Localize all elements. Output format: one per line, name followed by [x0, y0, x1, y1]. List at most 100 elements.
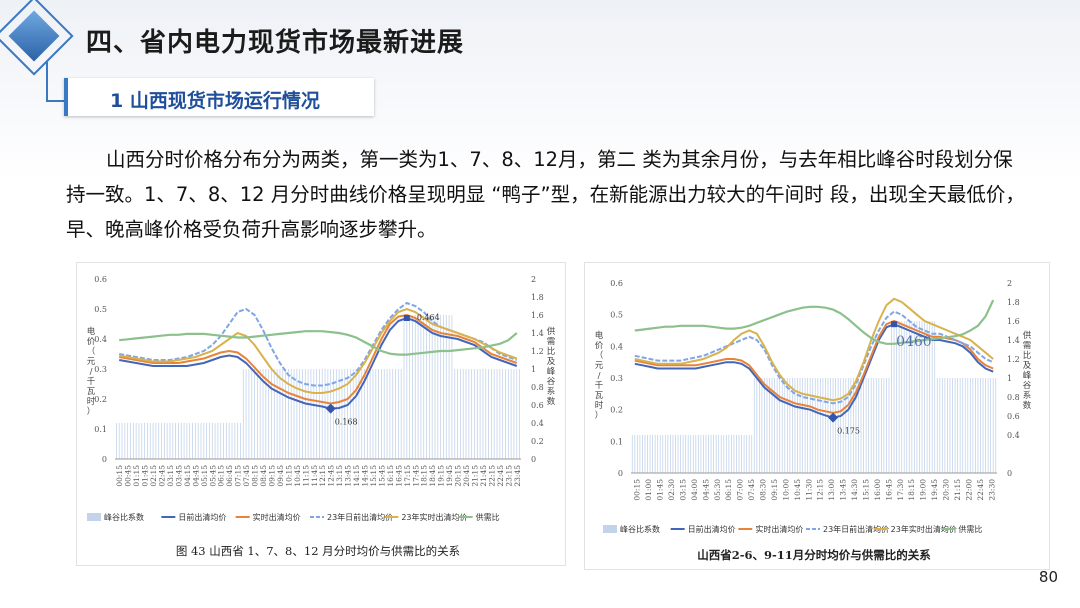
y-left-axis-title-char: 电	[87, 326, 96, 337]
x-tick-label: 04:45	[701, 479, 710, 501]
x-tick-label: 22:00	[964, 479, 973, 501]
y-right-tick-label: 0.6	[1007, 412, 1020, 421]
y-left-tick-label: 0.6	[610, 279, 623, 288]
x-tick-label: 14:45	[361, 465, 370, 487]
page-number: 80	[1038, 568, 1058, 586]
max-point-marker	[403, 315, 410, 321]
series-line	[119, 313, 518, 405]
x-tick-label: 17:15	[403, 465, 412, 487]
x-tick-label: 22:45	[976, 479, 985, 501]
y-left-axis-title-char: （	[87, 346, 96, 357]
x-tick-label: 00:45	[124, 465, 133, 487]
x-tick-label: 10:15	[284, 465, 293, 487]
y-left-axis-title-char: 时	[595, 400, 604, 411]
x-tick-label: 18:45	[428, 465, 437, 487]
y-right-axis-title-char: 数	[1023, 400, 1032, 411]
x-tick-label: 19:15	[437, 465, 446, 487]
y-left-tick-label: 0.1	[94, 425, 107, 434]
x-tick-label: 12:15	[816, 479, 825, 501]
y-right-tick-label: 1	[1007, 374, 1012, 383]
min-point-marker	[828, 412, 839, 423]
x-tick-label: 01:00	[644, 479, 653, 501]
y-right-axis-title-char: 系	[547, 386, 556, 397]
x-tick-label: 02:30	[667, 479, 676, 501]
y-left-axis-title-char: （	[595, 350, 604, 361]
x-tick-label: 15:15	[861, 479, 870, 501]
x-tick-label: 00:15	[115, 465, 124, 487]
y-left-axis-title-char: /	[598, 371, 601, 381]
x-tick-label: 04:00	[690, 479, 699, 501]
subtitle-box	[64, 78, 374, 116]
x-tick-label: 05:30	[713, 479, 722, 501]
legend-label: 供需比	[958, 524, 982, 534]
series-line	[634, 299, 995, 345]
max-value-annotation: 0460	[896, 334, 932, 350]
x-tick-label: 22:15	[487, 465, 496, 487]
x-tick-label: 00:15	[633, 479, 642, 501]
chart-right: 0 0.1 0.2 0.3 0.4 0.5 0.6 0 0.4 0.6 0.8 1 1.2 1.4 1.6 1…	[595, 279, 1032, 562]
y-right-axis-title-char: 峰	[547, 366, 556, 377]
y-right-axis-title-char: 需	[547, 337, 556, 347]
series-line	[634, 297, 994, 402]
x-tick-label: 19:00	[919, 479, 928, 501]
chart-left: 0 0.1 0.2 0.3 0.4 0.5 0.6 0 0.2 0.4 0.6 0.8 1 1.2 1.4 1…	[87, 275, 556, 558]
figure-left: 0 0.1 0.2 0.3 0.4 0.5 0.6 0 0.2 0.4 0.6 0.8 1 1.2 1.4 1…	[76, 262, 566, 566]
y-left-tick-label: 0.3	[94, 365, 107, 374]
legend-label: 实时出清均价	[253, 512, 301, 522]
x-tick-label: 08:30	[759, 479, 768, 501]
decor-line-horizontal	[46, 100, 70, 102]
y-right-axis-title-char: 需	[1023, 341, 1032, 351]
y-left-axis-title-char: ）	[595, 410, 604, 421]
x-tick-label: 07:00	[736, 479, 745, 501]
y-left-axis-title-char: 电	[595, 330, 604, 341]
legend-label: 日前出清均价	[688, 524, 736, 534]
x-tick-label: 01:45	[656, 479, 665, 501]
y-right-axis-title-char: 谷	[1023, 381, 1032, 391]
y-left-axis-title-char: 千	[595, 380, 604, 391]
y-left-axis-title-char: 瓦	[595, 391, 604, 401]
y-right-tick-label: 1.4	[1007, 336, 1020, 345]
y-right-axis-title-char: 比	[547, 346, 556, 357]
y-right-axis-title-char: 及	[547, 357, 556, 367]
y-right-tick-label: 0.4	[531, 419, 544, 428]
legend-swatch	[87, 513, 101, 521]
y-right-tick-label: 0.2	[531, 437, 544, 446]
y-right-tick-label: 0.6	[531, 401, 544, 410]
x-tick-label: 14:15	[352, 465, 361, 487]
x-tick-label: 01:15	[132, 465, 141, 487]
y-left-tick-label: 0.3	[610, 374, 623, 383]
y-right-axis-title-char: 数	[547, 396, 556, 407]
min-value-annotation: 0.168	[335, 418, 358, 427]
x-tick-label: 23:15	[504, 465, 513, 487]
x-tick-label: 03:45	[174, 465, 183, 487]
y-right-tick-label: 1.8	[1007, 298, 1020, 307]
y-right-tick-label: 1.4	[531, 329, 544, 338]
x-tick-label: 13:45	[344, 465, 353, 487]
series-line	[119, 307, 518, 394]
x-tick-label: 11:45	[310, 465, 319, 487]
y-right-tick-label: 0	[1007, 469, 1012, 478]
y-left-tick-label: 0.5	[610, 311, 623, 320]
x-tick-label: 12:15	[318, 465, 327, 487]
x-tick-label: 15:15	[369, 465, 378, 487]
x-tick-label: 13:45	[839, 479, 848, 501]
x-tick-label: 02:45	[158, 465, 167, 487]
x-tick-label: 19:45	[930, 479, 939, 501]
chart-title: 山西省2-6、9-11月分时均价与供需比的关系	[697, 548, 931, 562]
y-right-axis-title-char: 供	[1023, 330, 1032, 341]
y-left-tick-label: 0.2	[94, 395, 107, 404]
y-left-axis-title-char: 瓦	[87, 387, 96, 397]
x-tick-label: 20:30	[942, 479, 951, 501]
y-left-axis-title-char: ）	[87, 406, 96, 417]
x-tick-label: 10:45	[793, 479, 802, 501]
section-subtitle: 1 山西现货市场运行情况	[110, 90, 320, 112]
y-left-axis-title-char: /	[90, 367, 93, 377]
x-tick-label: 16:45	[394, 465, 403, 487]
x-tick-label: 17:45	[411, 465, 420, 487]
x-tick-label: 15:45	[377, 465, 386, 487]
x-tick-label: 11:30	[804, 479, 813, 501]
x-tick-label: 21:15	[470, 465, 479, 487]
x-tick-label: 05:45	[208, 465, 217, 487]
y-right-axis-title-char: 峰	[1023, 370, 1032, 381]
x-tick-label: 22:45	[496, 465, 505, 487]
